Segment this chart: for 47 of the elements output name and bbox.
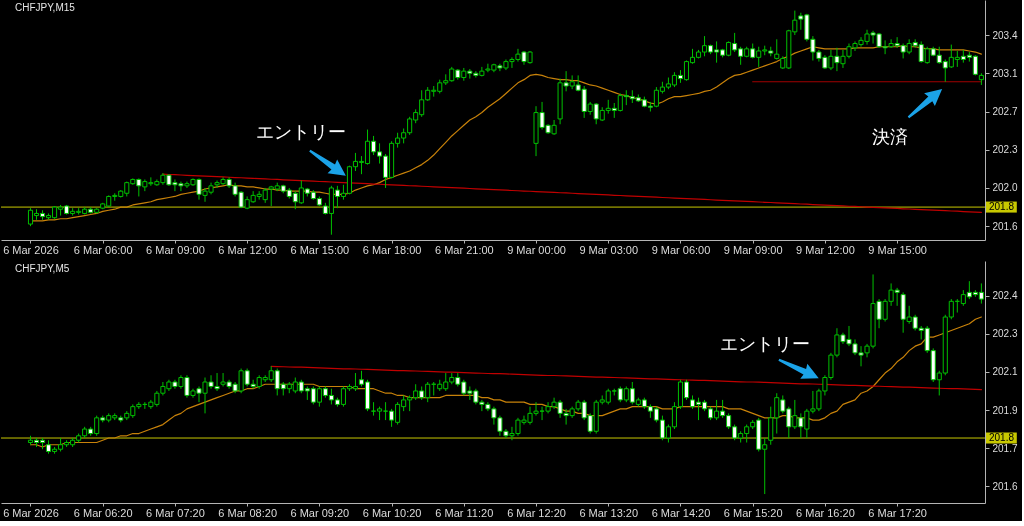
x-tick-label: 6 Mar 06:20 — [73, 506, 133, 519]
x-tick-label: 6 Mar 12:00 — [218, 243, 277, 256]
ref-line-label: 201.8 — [989, 201, 1015, 213]
x-tick-label: 6 Mar 21:00 — [434, 243, 494, 256]
x-tick-label: 6 Mar 2026 — [3, 243, 59, 256]
x-tick-label: 6 Mar 17:20 — [868, 506, 927, 519]
y-tick-label: 203.4 — [992, 29, 1018, 41]
x-tick-label: 6 Mar 16:20 — [796, 506, 855, 519]
y-tick-label: 202.3 — [992, 144, 1018, 156]
ref-line-label: 201.8 — [989, 432, 1015, 444]
line-series — [270, 365, 982, 391]
y-tick-label: 202.1 — [992, 366, 1018, 378]
x-tick-label: 9 Mar 09:00 — [723, 243, 783, 256]
annotation: エントリー — [719, 333, 810, 354]
x-tick-label: 6 Mar 09:20 — [290, 506, 350, 519]
x-tick-label: 6 Mar 08:20 — [218, 506, 277, 519]
annotation: 決済 — [872, 127, 909, 147]
line-series — [162, 173, 982, 213]
x-tick-label: 9 Mar 03:00 — [579, 243, 639, 256]
x-tick-label: 6 Mar 10:20 — [362, 506, 422, 519]
x-tick-label: 6 Mar 2026 — [3, 506, 59, 519]
x-tick-label: 9 Mar 06:00 — [651, 243, 711, 256]
y-tick-label: 202.3 — [992, 328, 1018, 340]
y-tick-label: 202.4 — [992, 290, 1018, 302]
x-tick-label: 6 Mar 07:20 — [146, 506, 205, 519]
y-tick-label: 201.6 — [992, 480, 1018, 492]
x-tick-label: 6 Mar 11:20 — [435, 506, 494, 519]
x-tick-label: 6 Mar 15:20 — [723, 506, 783, 519]
annotation: エントリー — [256, 122, 347, 143]
x-tick-label: 9 Mar 12:00 — [796, 243, 855, 256]
y-tick-label: 201.9 — [992, 404, 1018, 416]
x-tick-label: 6 Mar 12:20 — [507, 506, 566, 519]
x-tick-label: 6 Mar 14:20 — [651, 506, 711, 519]
x-tick-label: 9 Mar 15:00 — [868, 243, 927, 256]
x-tick-label: 6 Mar 09:00 — [146, 243, 205, 256]
y-tick-label: 201.6 — [992, 220, 1018, 232]
x-tick-label: 6 Mar 13:20 — [579, 506, 639, 519]
y-tick-label: 202.7 — [992, 106, 1018, 117]
y-tick-label: 201.7 — [992, 442, 1018, 454]
y-tick-label: 202.0 — [992, 182, 1018, 194]
x-tick-label: 6 Mar 15:00 — [290, 243, 350, 256]
chart-title: CHFJPY,M5 — [15, 263, 70, 274]
x-tick-label: 9 Mar 00:00 — [507, 243, 566, 256]
x-tick-label: 6 Mar 06:00 — [73, 243, 133, 256]
y-tick-label: 203.1 — [992, 67, 1018, 79]
chart-title: CHFJPY,M15 — [15, 2, 76, 13]
x-tick-label: 6 Mar 18:00 — [362, 243, 422, 256]
